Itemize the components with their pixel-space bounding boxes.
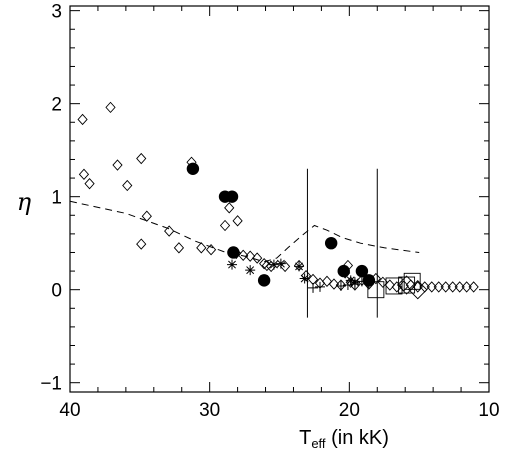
diamond-marker (419, 281, 430, 293)
plus-marker (335, 280, 346, 291)
filled-circle-marker (337, 264, 350, 278)
diamond-marker (433, 281, 444, 293)
square-marker (398, 276, 416, 294)
asterisk-marker (227, 259, 238, 270)
diamond-marker (78, 168, 90, 181)
filled-circle-marker (186, 162, 200, 175)
filled-circle-marker (355, 264, 369, 278)
diamond-marker (136, 238, 147, 250)
diamond-marker (447, 281, 458, 293)
large-diamond-marker (408, 280, 428, 300)
y-tick-label: 0 (51, 281, 62, 302)
diamond-marker (224, 202, 235, 214)
diamond-marker (164, 225, 175, 237)
filled-circle-marker (257, 274, 271, 287)
plus-marker (356, 276, 367, 287)
dashed-curve (69, 200, 420, 263)
x-axis-label-sub: eff (311, 436, 326, 451)
plus-marker (342, 280, 353, 291)
diamond-marker (328, 278, 340, 290)
asterisk-marker (268, 259, 279, 270)
y-tick-label: 1 (51, 188, 62, 209)
x-tick-label: 10 (478, 400, 499, 421)
diamond-marker (300, 270, 312, 282)
diamond-marker (252, 252, 263, 264)
chart-annotations (69, 168, 420, 318)
y-tick-label: −1 (40, 374, 62, 395)
square-marker (403, 272, 421, 290)
diamond-marker (440, 281, 451, 293)
diamond-marker (238, 249, 249, 261)
tick-labels: 40 30 20 10 −1 0 1 2 3 (40, 2, 499, 421)
diamond-marker (219, 219, 231, 232)
diamond-marker (232, 215, 243, 227)
plus-marker (315, 281, 326, 292)
x-tick-label: 20 (339, 400, 360, 421)
x-tick-label: 30 (199, 400, 220, 421)
diamond-marker (454, 281, 465, 293)
diamond-marker (321, 275, 333, 287)
axis-ticks (69, 6, 490, 392)
diamond-marker (384, 279, 395, 291)
plus-marker (308, 282, 319, 293)
y-axis-label: η (17, 188, 32, 216)
diamond-marker (173, 242, 185, 254)
diamond-marker (426, 281, 437, 293)
plus-marker (363, 278, 374, 289)
diamond-marker (112, 159, 123, 171)
large-diamond-marker (396, 275, 417, 295)
diamond-marker (105, 101, 116, 114)
diamond-marker (205, 244, 217, 256)
filled-circle-marker (225, 190, 239, 203)
diamond-marker (136, 152, 147, 165)
x-axis-label: Teff (in kK) (299, 427, 389, 451)
diamond-marker (141, 210, 152, 222)
asterisk-marker (245, 265, 256, 276)
diamond-marker (84, 177, 95, 190)
diamond-marker (122, 179, 133, 192)
y-tick-label: 3 (51, 2, 62, 23)
diamond-marker (349, 279, 361, 291)
data-marks (77, 101, 479, 300)
plot-frame (69, 5, 490, 393)
diamond-marker (461, 281, 472, 293)
diamond-marker (77, 113, 88, 126)
plus-marker (349, 279, 360, 290)
diamond-marker (196, 242, 207, 254)
square-marker (385, 277, 403, 295)
y-tick-label: 2 (51, 95, 62, 116)
filled-circle-marker (324, 236, 338, 250)
diamond-marker (245, 250, 256, 262)
diamond-marker (468, 281, 479, 293)
x-axis-label-main: T (299, 427, 311, 449)
asterisk-marker (275, 258, 286, 269)
asterisk-marker (299, 273, 310, 284)
diamond-marker (261, 259, 273, 272)
x-axis-label-suffix: (in kK) (326, 427, 389, 449)
x-tick-label: 40 (59, 400, 80, 421)
asterisk-marker (294, 261, 305, 272)
diamond-marker (259, 257, 270, 270)
square-marker (367, 281, 385, 299)
filled-circle-marker (227, 246, 240, 259)
asterisk-marker (345, 275, 356, 286)
